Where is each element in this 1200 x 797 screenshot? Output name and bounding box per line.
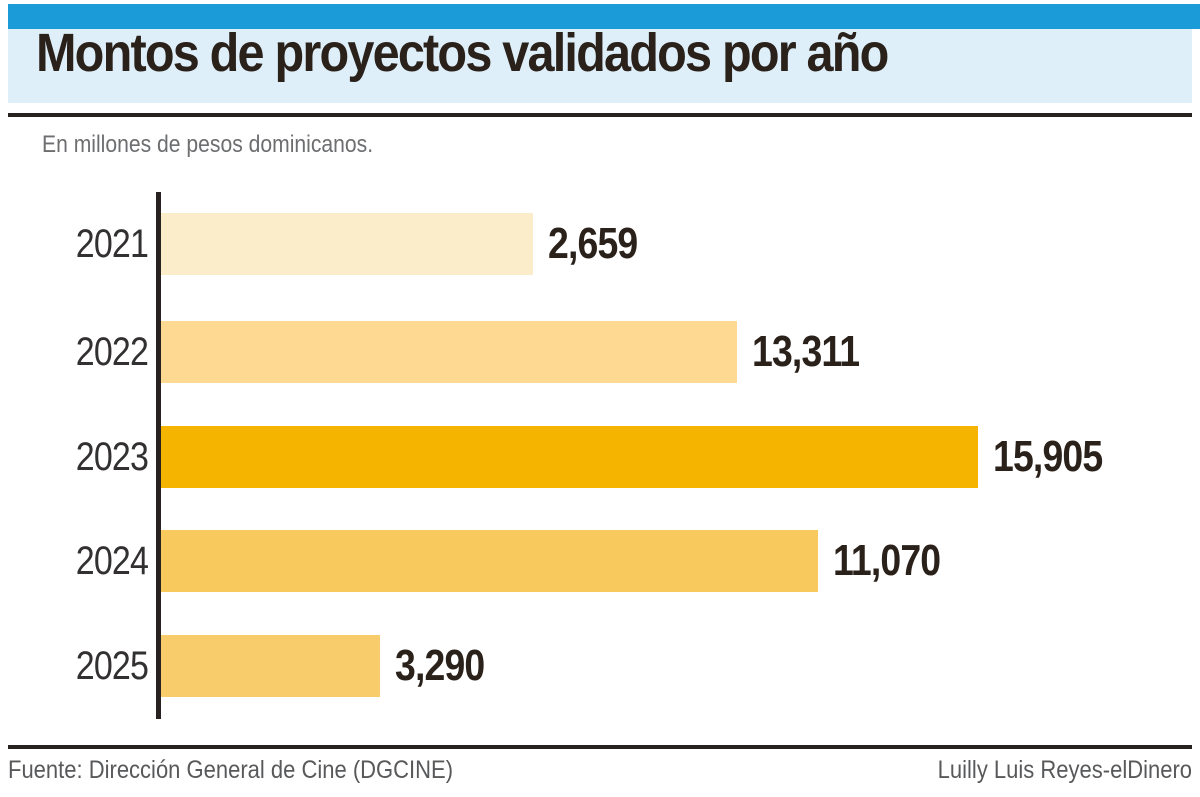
source-text: Fuente: Dirección General de Cine (DGCIN… bbox=[8, 756, 454, 784]
page-title: Montos de proyectos validados por año bbox=[36, 23, 889, 83]
year-label: 2023 bbox=[75, 435, 149, 479]
chart-units-label: En millones de pesos dominicanos. bbox=[42, 131, 374, 158]
value-bar bbox=[161, 426, 978, 488]
value-label: 3,290 bbox=[395, 641, 485, 690]
value-label: 2,659 bbox=[548, 219, 638, 268]
chart-row: 2025 3,290 bbox=[0, 635, 1200, 697]
value-bar bbox=[161, 213, 533, 275]
chart-row: 2022 13,311 bbox=[0, 321, 1200, 383]
footer-divider bbox=[8, 745, 1192, 749]
value-label: 15,905 bbox=[993, 432, 1103, 481]
y-axis-line bbox=[156, 192, 161, 719]
chart-row: 2024 11,070 bbox=[0, 530, 1200, 592]
value-bar bbox=[161, 635, 380, 697]
value-label: 13,311 bbox=[752, 327, 860, 376]
year-label: 2022 bbox=[75, 330, 149, 374]
value-label: 11,070 bbox=[833, 536, 941, 585]
year-label: 2021 bbox=[75, 222, 149, 266]
value-bar bbox=[161, 530, 818, 592]
header-panel bbox=[8, 29, 1192, 103]
credit-text: Luilly Luis Reyes-elDinero bbox=[937, 756, 1192, 784]
header-divider bbox=[8, 113, 1192, 117]
chart-row: 2021 2,659 bbox=[0, 213, 1200, 275]
value-bar bbox=[161, 321, 737, 383]
year-label: 2024 bbox=[75, 539, 149, 583]
year-label: 2025 bbox=[75, 644, 149, 688]
top-accent-bar bbox=[8, 4, 1200, 29]
chart-row: 2023 15,905 bbox=[0, 426, 1200, 488]
